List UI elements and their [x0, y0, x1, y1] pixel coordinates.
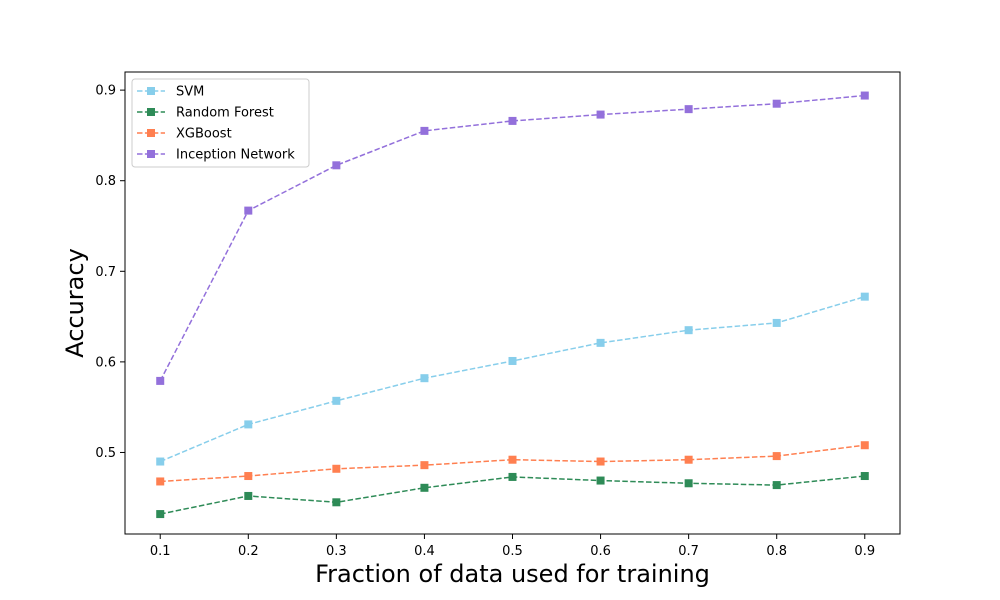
y-tick-label: 0.6: [95, 355, 116, 370]
y-axis-ticks: 0.5 0.6 0.7 0.8 0.9: [95, 84, 125, 461]
y-axis-title: Accuracy: [61, 248, 89, 358]
data-point-random-forest: [420, 483, 429, 492]
legend-item-random-forest: Random Forest: [137, 106, 274, 121]
x-tick-label: 0.9: [854, 544, 875, 559]
legend-box: [131, 78, 310, 168]
data-point-inception-network: [684, 105, 693, 114]
data-point-random-forest: [860, 472, 869, 481]
y-tick-label: 0.7: [95, 265, 116, 280]
data-point-svm: [332, 396, 341, 405]
y-tick-label: 0.5: [95, 446, 116, 461]
legend-label: SVM: [176, 85, 204, 100]
data-point-xgboost: [860, 441, 869, 450]
data-point-svm: [244, 420, 253, 429]
data-point-inception-network: [860, 91, 869, 100]
legend-item-xgboost: XGBoost: [137, 127, 232, 142]
y-tick-label: 0.9: [95, 84, 116, 99]
x-tick-label: 0.7: [678, 544, 699, 559]
legend-label: XGBoost: [176, 127, 232, 142]
legend-marker-icon: [147, 108, 155, 116]
series-random-forest: [156, 472, 869, 519]
series-layer: [156, 91, 869, 519]
x-tick-label: 0.5: [502, 544, 523, 559]
legend-item-svm: SVM: [137, 85, 204, 100]
data-point-inception-network: [596, 110, 605, 119]
x-tick-label: 0.2: [238, 544, 259, 559]
plot-frame: [124, 71, 901, 535]
data-point-xgboost: [684, 455, 693, 464]
data-point-xgboost: [772, 452, 781, 461]
legend-marker-icon: [147, 129, 155, 137]
data-point-svm: [596, 338, 605, 347]
series-line-inception-network: [159, 94, 865, 382]
x-axis-title: Fraction of data used for training: [315, 560, 710, 588]
data-point-svm: [772, 318, 781, 327]
data-point-xgboost: [420, 461, 429, 470]
x-tick-label: 0.4: [414, 544, 435, 559]
x-axis-ticks: 0.1 0.2 0.3 0.4 0.5 0.6 0.7 0.8 0.9: [150, 534, 875, 559]
data-point-random-forest: [684, 479, 693, 488]
series-inception-network: [156, 91, 869, 385]
data-point-xgboost: [156, 477, 165, 486]
y-tick-label: 0.8: [95, 174, 116, 189]
x-tick-label: 0.3: [326, 544, 347, 559]
legend-label: Random Forest: [176, 106, 274, 121]
data-point-random-forest: [772, 481, 781, 490]
legend: SVM Random Forest XGBoost Inception Network: [131, 78, 310, 168]
legend-label: Inception Network: [176, 148, 295, 163]
data-point-random-forest: [332, 498, 341, 507]
series-xgboost: [156, 441, 869, 486]
data-point-xgboost: [596, 457, 605, 466]
data-point-random-forest: [156, 510, 165, 519]
x-tick-label: 0.6: [590, 544, 611, 559]
data-point-svm: [156, 457, 165, 466]
data-point-inception-network: [156, 376, 165, 385]
data-point-inception-network: [508, 116, 517, 125]
data-point-xgboost: [244, 472, 253, 481]
data-point-inception-network: [244, 206, 253, 215]
legend-marker-icon: [147, 150, 155, 158]
series-svm: [156, 292, 869, 466]
data-point-inception-network: [772, 99, 781, 108]
data-point-inception-network: [332, 161, 341, 170]
data-point-svm: [508, 356, 517, 365]
data-point-xgboost: [508, 455, 517, 464]
x-tick-label: 0.8: [766, 544, 787, 559]
data-point-svm: [420, 374, 429, 383]
data-point-inception-network: [420, 126, 429, 135]
data-point-svm: [860, 292, 869, 301]
x-tick-label: 0.1: [150, 544, 171, 559]
data-point-xgboost: [332, 464, 341, 473]
legend-item-inception-network: Inception Network: [137, 148, 295, 163]
data-point-random-forest: [508, 472, 517, 481]
legend-marker-icon: [147, 87, 155, 95]
data-point-random-forest: [244, 491, 253, 500]
data-point-random-forest: [596, 476, 605, 485]
data-point-svm: [684, 326, 693, 335]
